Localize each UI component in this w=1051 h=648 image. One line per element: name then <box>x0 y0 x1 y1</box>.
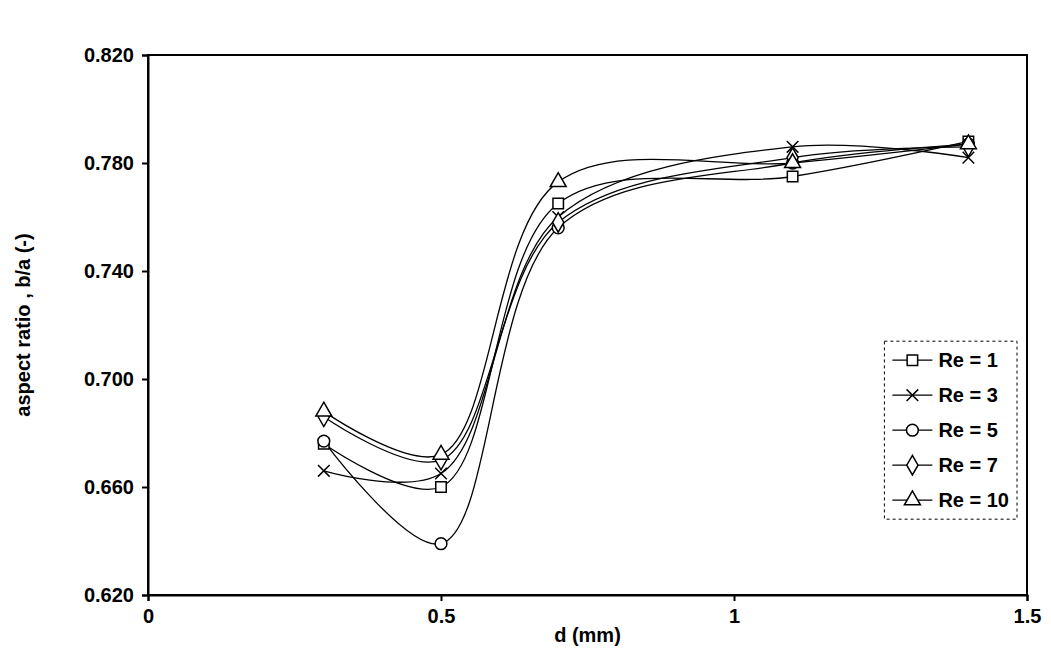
data-point <box>318 435 330 447</box>
series-line <box>324 144 969 544</box>
y-tick: 0.780 <box>84 152 148 174</box>
data-point <box>435 538 447 550</box>
chart: 0.620 0.660 0.700 0.740 0.780 0.820 0 0.5 1 1.5 d … <box>0 0 1051 648</box>
x-tick-label: 0.5 <box>428 605 456 627</box>
legend-symbol <box>907 355 917 365</box>
legend-item: Re = 1 <box>892 349 997 371</box>
series-line <box>324 147 969 462</box>
y-tick-mark <box>142 271 148 273</box>
data-point <box>960 135 976 149</box>
legend-label: Re = 10 <box>938 489 1009 511</box>
x-tick: 1 <box>729 595 740 627</box>
series-line <box>324 145 969 482</box>
x-tick-mark <box>441 595 443 601</box>
y-tick-mark <box>142 379 148 381</box>
legend-symbol <box>906 424 918 436</box>
y-tick: 0.660 <box>84 476 148 498</box>
y-tick-mark <box>142 487 148 489</box>
series-line <box>324 144 969 457</box>
data-point <box>553 213 564 233</box>
x-axis-line <box>149 596 1028 602</box>
data-point <box>785 154 801 168</box>
y-tick-label: 0.620 <box>84 584 134 606</box>
data-point <box>316 402 332 416</box>
y-tick-label: 0.660 <box>84 476 134 498</box>
x-tick-label: 0 <box>143 605 154 627</box>
x-tick: 1.5 <box>1014 595 1042 627</box>
y-tick: 0.700 <box>84 368 148 390</box>
y-tick: 0.740 <box>84 260 148 282</box>
legend-label: Re = 3 <box>938 384 997 406</box>
legend: Re = 1 Re = 3 Re = 5 Re = 7 Re = 10 <box>884 341 1017 519</box>
y-tick-label: 0.740 <box>84 260 134 282</box>
y-tick-mark <box>142 595 148 597</box>
series-group <box>316 135 977 550</box>
x-axis: 0 0.5 1 1.5 <box>143 595 1041 627</box>
legend-symbol <box>907 455 918 475</box>
legend-item: Re = 5 <box>892 419 997 441</box>
legend-symbol <box>904 491 920 505</box>
x-tick-mark <box>148 595 150 601</box>
plot-frame <box>148 55 1027 595</box>
legend-label: Re = 7 <box>938 454 997 476</box>
legend-item: Re = 7 <box>892 454 997 476</box>
x-tick: 0 <box>143 595 154 627</box>
y-tick-mark <box>142 163 148 165</box>
legend-item: Re = 10 <box>892 489 1009 511</box>
y-tick-mark <box>142 55 148 57</box>
data-point <box>550 173 566 187</box>
y-axis-line <box>142 56 149 596</box>
y-axis-title: aspect ratio , b/a (-) <box>12 233 34 416</box>
legend-box <box>884 341 1017 519</box>
y-tick-label: 0.700 <box>84 368 134 390</box>
data-point <box>787 171 797 181</box>
x-tick-label: 1.5 <box>1014 605 1042 627</box>
legend-symbol <box>907 389 919 401</box>
y-tick-label: 0.780 <box>84 152 134 174</box>
legend-label: Re = 5 <box>938 419 997 441</box>
data-point <box>318 465 330 477</box>
series-line <box>324 141 969 489</box>
x-tick-mark <box>1027 595 1029 601</box>
legend-label: Re = 1 <box>938 349 997 371</box>
data-point <box>553 198 563 208</box>
x-tick: 0.5 <box>428 595 456 627</box>
x-tick-label: 1 <box>729 605 740 627</box>
y-tick-label: 0.820 <box>84 44 134 66</box>
legend-item: Re = 3 <box>892 384 997 406</box>
y-tick: 0.820 <box>84 44 148 66</box>
x-axis-title: d (mm) <box>554 624 621 646</box>
x-tick-mark <box>734 595 736 601</box>
y-axis: 0.620 0.660 0.700 0.740 0.780 0.820 <box>84 44 149 606</box>
data-point <box>433 445 449 459</box>
y-tick: 0.620 <box>84 584 148 606</box>
plot: 0.620 0.660 0.700 0.740 0.780 0.820 0 0.5 1 1.5 <box>84 44 1041 627</box>
data-point <box>436 482 446 492</box>
